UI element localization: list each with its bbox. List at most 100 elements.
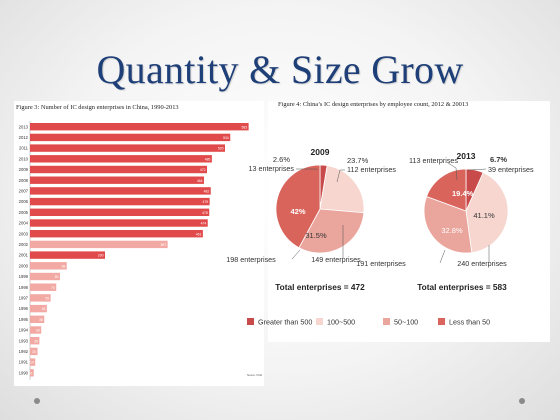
pie-2013-slice-2 xyxy=(423,196,473,254)
bar-2012 xyxy=(30,133,231,142)
pie-2013-pct-2: 32.8% xyxy=(441,226,463,235)
bar-value-2003: 461 xyxy=(196,232,202,236)
bar-label-1995: 1995 xyxy=(19,317,29,322)
pie-2009-slice-1 xyxy=(319,165,365,214)
bar-label-2003: 2003 xyxy=(19,231,29,236)
bar-value-2013: 583 xyxy=(241,125,247,129)
pie-2009-slice-2 xyxy=(298,208,365,254)
bar-value-1999: 80 xyxy=(55,275,59,279)
bar-label-2001: 2001 xyxy=(19,253,29,258)
figure-3-caption: Figure 3: Number of IC design enterprise… xyxy=(16,104,179,111)
pie-2009-count-2: 149 enterprises xyxy=(311,255,361,264)
pie-2009-pct-3: 42% xyxy=(290,207,305,216)
pie-2009-leader-0 xyxy=(296,168,319,171)
bar-1997 xyxy=(30,294,51,302)
bar-2001 xyxy=(30,251,105,259)
pie-2013-title: 2013 xyxy=(457,151,476,161)
bar-label-1996: 1996 xyxy=(19,306,29,311)
bar-value-2001: 200 xyxy=(98,254,104,258)
bar-value-2000: 98 xyxy=(61,264,65,268)
bar-1996 xyxy=(30,304,47,313)
bar-label-1992: 1992 xyxy=(19,349,29,354)
bar-value-1991: 14 xyxy=(30,361,34,365)
source-note: Source: CSIA xyxy=(247,374,263,377)
bar-value-2002: 367 xyxy=(160,243,166,247)
bar-label-2010: 2010 xyxy=(19,156,29,161)
pie-2013-leader-2 xyxy=(439,249,446,264)
bar-value-2007: 482 xyxy=(204,190,210,194)
bar-label-1994: 1994 xyxy=(19,328,29,333)
legend-label-3: Less than 50 xyxy=(449,318,490,327)
bar-label-2002: 2002 xyxy=(19,242,29,247)
pie-2009-count-1: 112 enterprises xyxy=(347,165,396,174)
bar-2011 xyxy=(30,144,225,152)
pie-2009-leader-1 xyxy=(336,169,345,183)
legend-swatch-1 xyxy=(316,318,323,325)
bar-1998 xyxy=(30,283,57,291)
slide-corner-dot-left xyxy=(34,398,40,404)
bar-value-2008: 464 xyxy=(197,179,203,183)
pie-2013-count-2: 191 enterprises xyxy=(356,259,406,268)
bar-value-1993: 25 xyxy=(34,339,38,343)
bar-value-2005: 478 xyxy=(202,211,208,215)
bar-1992 xyxy=(30,347,38,356)
bar-value-2012: 534 xyxy=(223,136,229,140)
pie-2013-count-3: 113 enterprises xyxy=(409,156,458,165)
legend-label-1: 100~500 xyxy=(327,318,355,327)
slide-corner-dot-right xyxy=(519,398,525,404)
pie-2009-slice-3 xyxy=(275,164,321,249)
bar-label-2005: 2005 xyxy=(19,210,29,215)
bar-1990 xyxy=(30,369,34,377)
bar-2002 xyxy=(30,240,168,249)
legend-label-2: 50~100 xyxy=(394,318,418,327)
bar-2008 xyxy=(30,176,204,184)
bar-value-1995: 38 xyxy=(39,318,43,322)
pie-2009-count-0: 13 enterprises xyxy=(248,164,294,173)
bar-2003 xyxy=(30,230,203,238)
bar-label-2008: 2008 xyxy=(19,178,29,183)
bar-value-1998: 70 xyxy=(51,286,55,290)
bar-value-1994: 30 xyxy=(36,329,40,333)
bar-label-1991: 1991 xyxy=(19,360,29,365)
bar-2007 xyxy=(30,187,211,195)
bar-1991 xyxy=(30,358,36,366)
bar-2000 xyxy=(30,262,67,270)
bar-value-1990: 10 xyxy=(28,371,32,375)
pie-2013-pct-0: 6.7% xyxy=(490,155,507,164)
pie-2009-leader-3 xyxy=(291,249,301,260)
pie-2009-count-3: 198 enterprises xyxy=(226,255,276,264)
bar-label-2004: 2004 xyxy=(19,221,29,226)
bar-label-2000: 2000 xyxy=(19,263,29,268)
pie-2009-pct-1: 23.7% xyxy=(347,156,369,165)
bar-label-1997: 1997 xyxy=(19,296,29,301)
bar-label-1993: 1993 xyxy=(19,338,29,343)
bar-2005 xyxy=(30,208,210,216)
bar-1994 xyxy=(30,326,42,334)
bar-label-1998: 1998 xyxy=(19,285,29,290)
bar-label-2011: 2011 xyxy=(19,146,29,151)
bar-label-1990: 1990 xyxy=(19,370,29,375)
bar-1995 xyxy=(30,315,45,323)
bar-2009 xyxy=(30,165,207,174)
bar-value-1992: 20 xyxy=(32,350,36,354)
pie-2013-count-0: 39 enterprises xyxy=(488,165,534,174)
bar-label-2009: 2009 xyxy=(19,167,29,172)
pie-2013-slice-3 xyxy=(426,168,467,212)
pie-2009-pct-0: 2.6% xyxy=(273,155,290,164)
bar-value-1996: 45 xyxy=(42,307,46,311)
pie-2013-leader-3 xyxy=(447,162,458,181)
bar-value-2010: 485 xyxy=(205,157,211,161)
pie-2013-total: Total enterprises = 583 xyxy=(417,282,507,292)
pie-2013-pct-3: 19.4% xyxy=(452,189,474,198)
bar-value-1997: 55 xyxy=(45,297,49,301)
legend-swatch-0 xyxy=(247,318,254,325)
pie-2013-leader-0 xyxy=(468,168,487,171)
pie-2013-count-1: 240 enterprises xyxy=(457,259,507,268)
bar-label-2013: 2013 xyxy=(19,124,29,129)
bar-label-2007: 2007 xyxy=(19,189,29,194)
bar-value-2009: 472 xyxy=(200,168,206,172)
